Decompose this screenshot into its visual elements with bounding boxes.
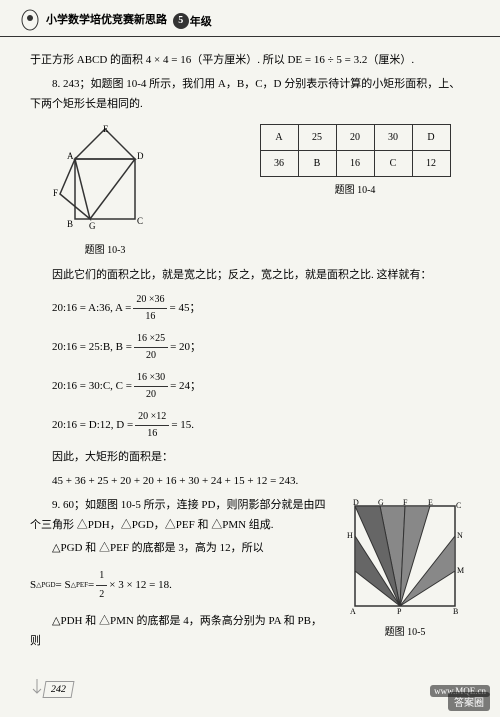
fraction: 20 ×12 16 [135,409,169,442]
svg-text:D: D [137,151,144,161]
svg-text:C: C [137,216,143,226]
grade-badge: 5 年级 [172,13,212,29]
paragraph-3: 因此它们的面积之比，就是宽之比；反之，宽之比，就是面积之比. 这样就有： [30,266,470,286]
svg-text:A: A [350,607,356,616]
grade-number: 5 [173,13,189,29]
header-title: 小学数学培优竞赛新思路 5 年级 [46,11,212,29]
table-row: A 25 20 30 D [260,125,450,151]
paragraph-2: 8. 243；如题图 10-4 所示，我们用 A，B，C，D 分别表示待计算的小… [30,75,470,115]
svg-text:M: M [457,566,464,575]
svg-text:N: N [457,531,463,540]
table-row: 36 B 16 C 12 [260,151,450,177]
svg-text:C: C [456,501,461,510]
fig-10-5-caption: 题图 10-5 [340,623,470,638]
equation-4: 20:16 = D:12, D = 20 ×12 16 = 15. [52,409,470,442]
svg-text:H: H [347,531,353,540]
equation-2: 20:16 = 25:B, B = 16 ×25 20 = 20； [52,331,470,364]
fraction: 16 ×25 20 [134,331,168,364]
table-cell: 12 [412,151,450,177]
fig-10-3-caption: 题图 10-3 [30,241,180,256]
equation-3: 20:16 = 30:C, C = 16 ×30 20 = 24； [52,370,470,403]
title-prefix: 小学数学培优竞赛新思路 [46,14,167,26]
figure-10-3-svg: E A D F B G C [45,124,165,234]
table-cell: 36 [260,151,298,177]
page-content: 于正方形 ABCD 的面积 4 × 4 = 16（平方厘米）. 所以 DE = … [0,37,500,666]
svg-text:A: A [67,151,74,161]
figure-10-5: D G F E C H N M A P B 题图 10-5 [340,496,470,638]
svg-text:F: F [403,498,408,507]
figures-row: E A D F B G C 题图 10-3 A 25 20 30 D [30,124,470,256]
page-header: 小学数学培优竞赛新思路 5 年级 [0,0,500,37]
table-cell: 30 [374,125,412,151]
svg-text:D: D [353,498,359,507]
fig-10-4-caption: 题图 10-4 [240,181,470,196]
figure-10-3: E A D F B G C 题图 10-3 [30,124,180,256]
fraction: 1 2 [96,567,107,604]
table-10-4: A 25 20 30 D 36 B 16 C 12 [260,124,451,177]
table-cell: C [374,151,412,177]
table-cell: D [412,125,450,151]
svg-text:B: B [67,219,73,229]
paragraph-4: 因此，大矩形的面积是： [30,448,470,468]
table-cell: 20 [336,125,374,151]
equation-6: S △PGD = S △PEF = 1 2 × 3 × 12 = 18. [30,567,172,604]
equation-5: 45 + 36 + 25 + 20 + 20 + 16 + 30 + 24 + … [30,472,470,492]
svg-text:G: G [378,498,384,507]
table-cell: A [260,125,298,151]
logo-icon [20,8,40,32]
svg-text:E: E [103,124,109,134]
fraction: 20 ×36 16 [133,292,167,325]
table-cell: B [298,151,336,177]
table-cell: 25 [298,125,336,151]
paragraph-1: 于正方形 ABCD 的面积 4 × 4 = 16（平方厘米）. 所以 DE = … [30,51,470,71]
equation-1: 20:16 = A:36, A = 20 ×36 16 = 45； [52,292,470,325]
page-number: 242 [30,679,73,699]
page-number-value: 242 [43,681,75,698]
watermark-main: 答案圈 [448,692,490,711]
figure-10-5-svg: D G F E C H N M A P B [345,496,465,616]
grade-suffix: 年级 [190,13,212,29]
table-cell: 16 [336,151,374,177]
fraction: 16 ×30 20 [134,370,168,403]
svg-text:P: P [397,607,402,616]
svg-text:E: E [428,498,433,507]
figure-10-4: A 25 20 30 D 36 B 16 C 12 题图 10-4 [240,124,470,196]
svg-text:B: B [453,607,458,616]
svg-text:F: F [53,188,58,198]
svg-text:G: G [89,221,96,231]
